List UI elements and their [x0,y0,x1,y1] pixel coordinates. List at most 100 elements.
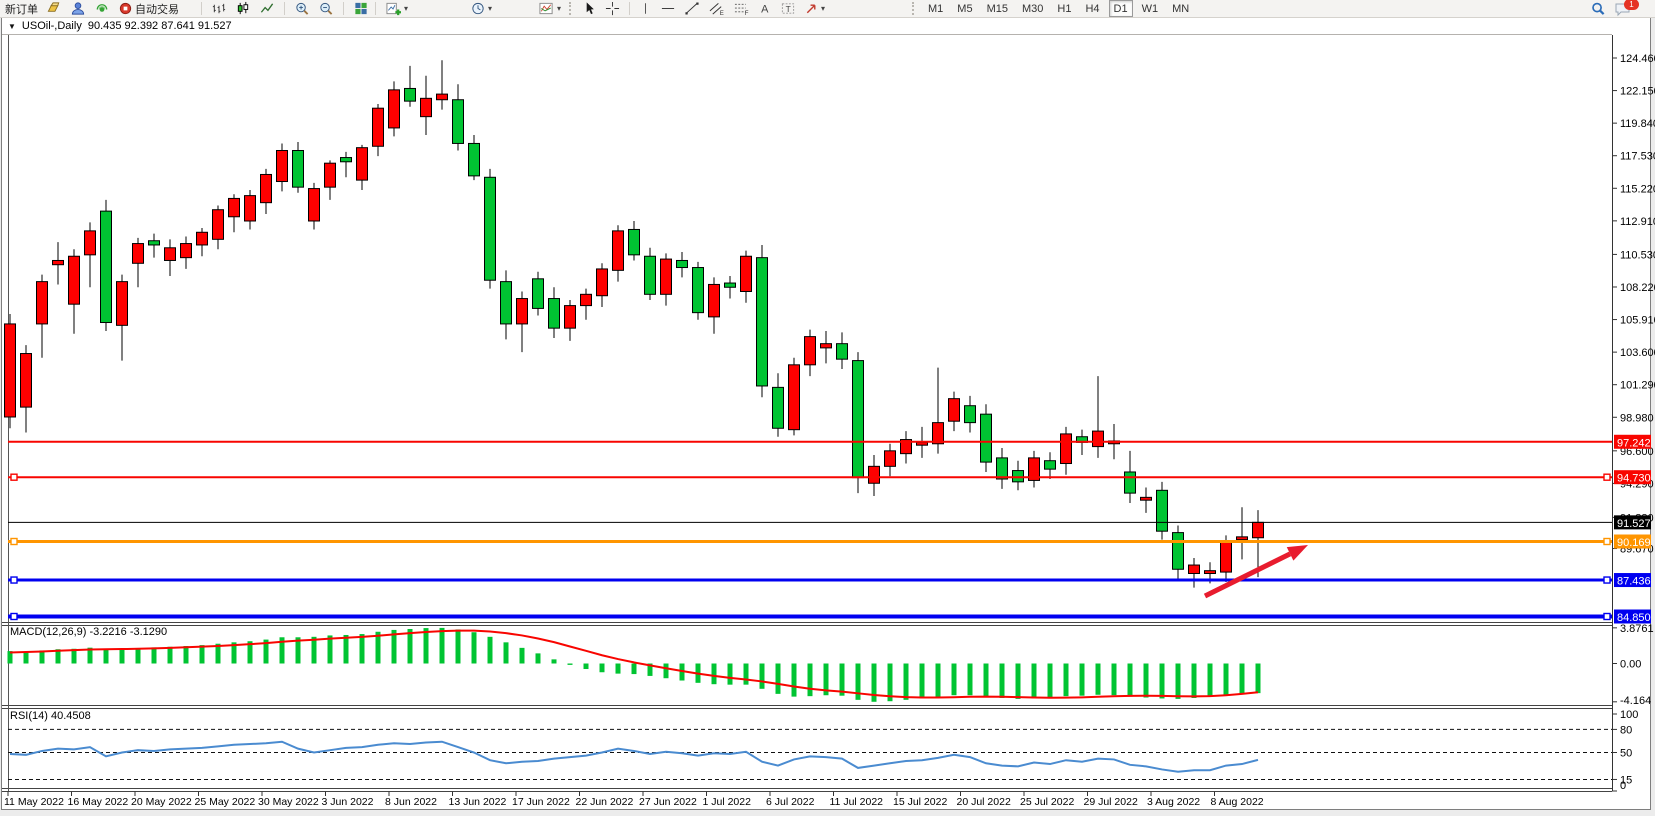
line-handle[interactable] [10,612,18,621]
vertical-line-icon [645,3,646,14]
macd-bar [1255,663,1261,694]
line-chart-button[interactable] [257,1,277,16]
date-axis-label: 20 Jul 2022 [957,796,1011,808]
bullish-candle [868,465,880,484]
chat-button[interactable]: 1 [1612,0,1639,16]
macd-bar [327,635,333,664]
line-handle[interactable] [10,473,18,481]
date-axis-label: 11 May 2022 [4,796,64,808]
macd-bar [23,651,29,664]
vertical-line-tool-button[interactable] [637,1,654,16]
bullish-candle [516,298,528,325]
line-handle[interactable] [1603,576,1611,584]
date-axis-label: 30 May 2022 [258,796,319,808]
macd-bar [903,663,909,700]
candlestick-chart-button[interactable] [233,1,253,16]
trend-arrow-annotation[interactable] [1203,551,1292,599]
macd-bar [951,663,957,696]
timeframe-button-D1[interactable]: D1 [1108,0,1133,17]
macd-bar [1031,663,1037,699]
line-handle[interactable] [1603,612,1611,621]
crosshair-icon [605,1,620,16]
timeframe-button-W1[interactable]: W1 [1141,2,1159,15]
macd-bar [439,627,445,664]
cursor-tool-button[interactable] [580,1,599,16]
macd-bar [727,663,733,685]
search-icon [1592,2,1605,15]
bullish-candle [564,305,576,329]
profile-button[interactable] [68,1,88,16]
fibonacci-tool-button[interactable]: F [731,1,752,16]
new-order-button[interactable]: 新订单 [3,1,40,16]
line-chart-icon [260,3,274,13]
macd-axis-label: 3.8761 [1620,623,1654,635]
timeframe-button-MN[interactable]: MN [1172,2,1190,15]
timeframe-button-M30[interactable]: M30 [1021,2,1044,15]
rsi-axis-label: 15 [1620,774,1632,786]
macd-bar [119,649,125,664]
bullish-candle [244,195,256,222]
arrows-tool-button[interactable]: ▾ [802,1,827,16]
macd-histogram [7,627,1261,702]
indicators-button[interactable]: ▾ [536,1,563,16]
line-handle[interactable] [10,576,18,584]
macd-bar [1079,663,1085,696]
price-axis-tick-label: 122.150 [1620,86,1655,98]
crosshair-tool-button[interactable] [603,1,622,16]
tile-windows-button[interactable] [351,1,371,16]
bearish-candle [836,343,848,360]
timeframe-button-M15[interactable]: M15 [986,2,1008,15]
timeframe-button-H1[interactable]: H1 [1057,2,1072,15]
bar-chart-button[interactable] [209,1,229,16]
macd-bar [855,663,861,700]
line-handle[interactable] [10,537,18,546]
bearish-candle [532,278,544,309]
price-line-label: 91.527 [1617,518,1651,530]
period-clock-button[interactable]: ▾ [468,1,494,16]
price-line-label-box [1614,573,1651,588]
date-axis-label: 25 Jul 2022 [1020,796,1074,808]
bullish-candle [1188,564,1200,574]
channel-tool-button[interactable]: E [706,1,727,16]
trendline-tool-button[interactable] [682,1,702,16]
line-handle[interactable] [1603,537,1611,546]
macd-bar [39,650,45,664]
date-axis-label: 20 May 2022 [131,796,192,808]
toolbar-separator [284,2,285,15]
search-button[interactable] [1588,1,1608,16]
text-tool-button[interactable]: A [756,1,774,16]
date-axis-label: 3 Aug 2022 [1147,796,1200,808]
timeframe-button-M1[interactable]: M1 [928,2,944,15]
bearish-candle [964,405,976,424]
timeframe-button-H4[interactable]: H4 [1085,2,1100,15]
price-axis-tick-label: 101.290 [1620,380,1655,392]
new-chart-button[interactable]: ▾ [383,1,410,16]
symbol-collapse-icon[interactable]: ▼ [8,21,16,31]
price-axis-tick-label: 110.530 [1620,249,1655,261]
zoom-in-button[interactable] [292,1,312,16]
line-handle[interactable] [1603,473,1611,481]
horizontal-line-tool-button[interactable] [658,1,678,16]
profile-icon [71,2,85,15]
bullish-candle [740,255,752,292]
date-axis-label: 16 May 2022 [68,796,129,808]
macd-bar [967,663,973,696]
bullish-candle [788,364,800,431]
timeframe-button-M5[interactable]: M5 [957,2,973,15]
macd-bar [983,663,989,697]
candlestick-chart-icon [237,1,249,15]
gold-ingot-button[interactable] [44,1,64,16]
trend-arrow-head[interactable] [1286,545,1308,561]
zoom-out-button[interactable] [316,1,336,16]
macd-bar [295,637,301,664]
macd-bar [183,646,189,664]
signal-button[interactable] [92,1,112,16]
dropdown-caret-icon: ▾ [488,3,493,13]
price-line-label: 87.436 [1617,576,1651,588]
label-tool-button[interactable]: T [778,1,798,16]
bearish-candle [1044,460,1056,470]
price-line-label: 97.242 [1617,437,1651,449]
bullish-candle [1220,540,1232,573]
auto-trading-button[interactable]: 自动交易 [116,1,181,16]
